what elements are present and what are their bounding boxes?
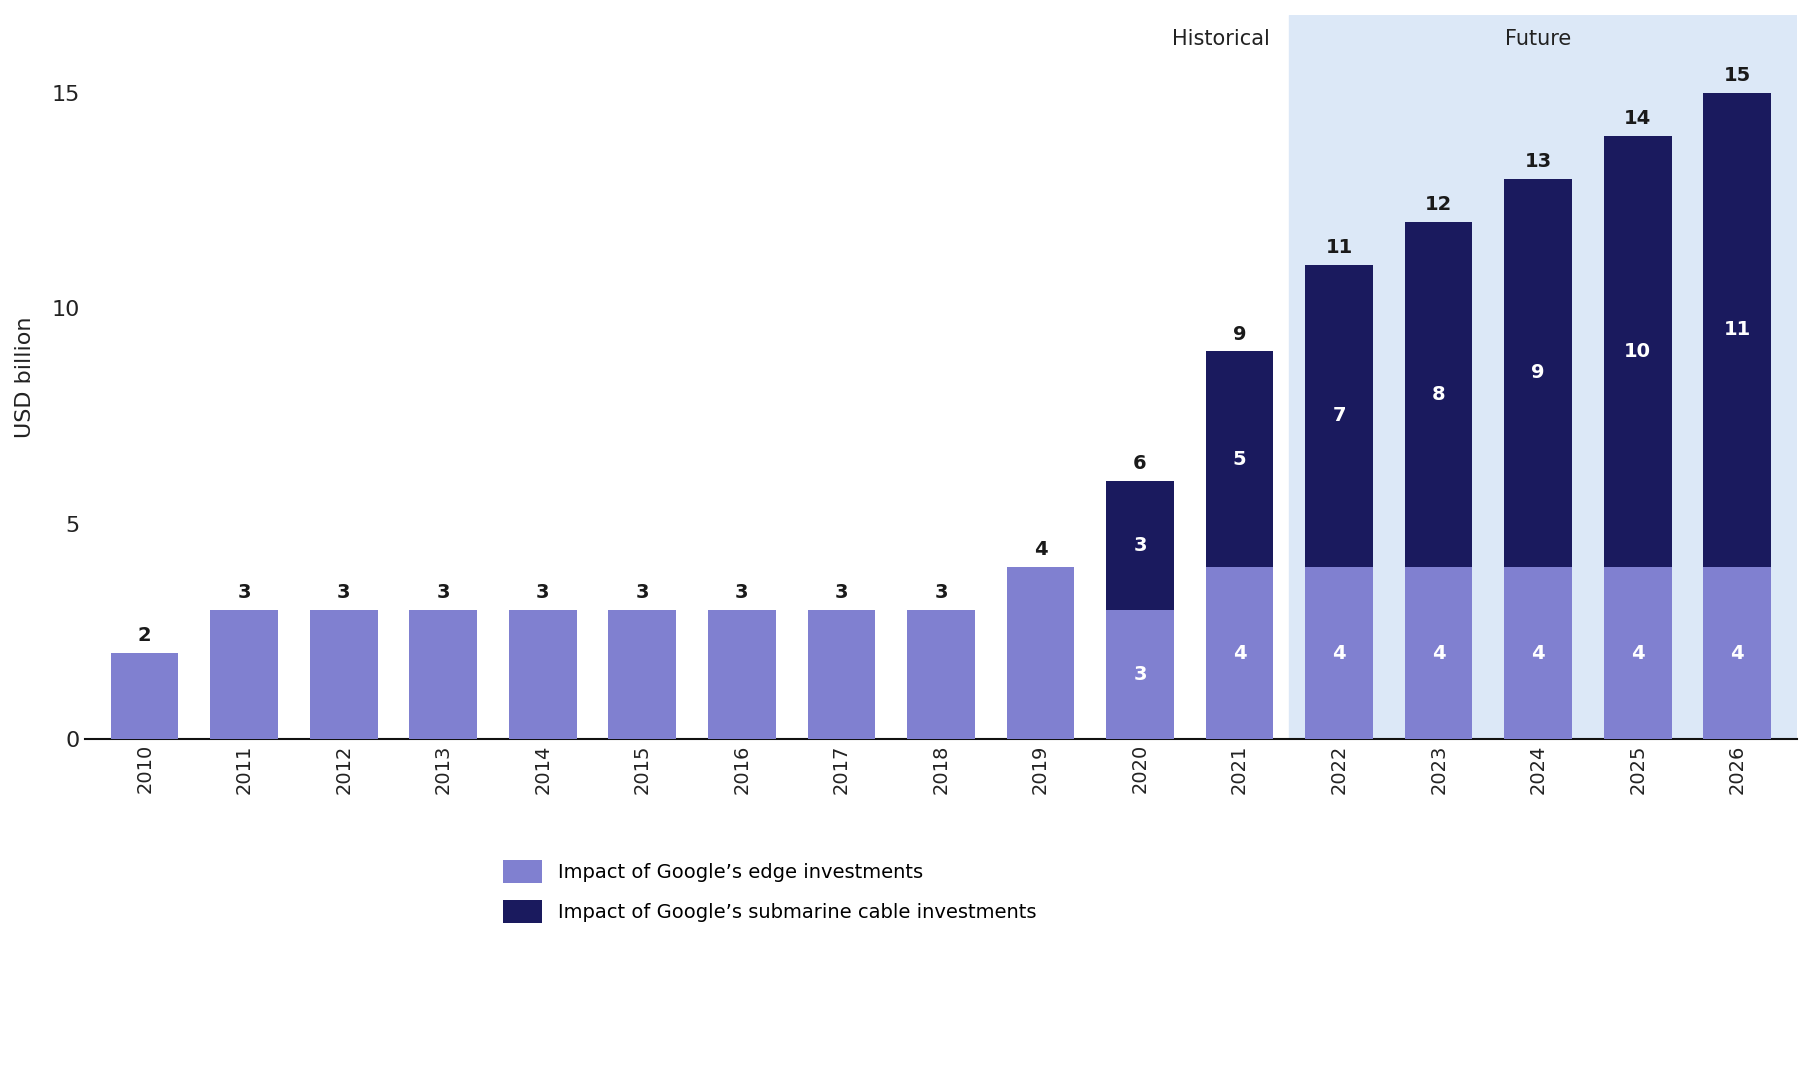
Bar xyxy=(1604,567,1672,740)
Bar xyxy=(1205,567,1274,740)
Text: 9: 9 xyxy=(1232,324,1247,344)
Text: 4: 4 xyxy=(1631,644,1645,663)
Text: 2: 2 xyxy=(138,627,152,645)
Text: 15: 15 xyxy=(1723,66,1750,85)
Y-axis label: USD billion: USD billion xyxy=(14,317,34,438)
Bar xyxy=(1105,481,1174,610)
Text: 4: 4 xyxy=(1332,644,1346,663)
Text: 4: 4 xyxy=(1033,540,1047,559)
Text: 4: 4 xyxy=(1531,644,1546,663)
Text: 4: 4 xyxy=(1431,644,1446,663)
Text: 3: 3 xyxy=(1132,535,1147,555)
Bar xyxy=(1305,567,1373,740)
Text: 3: 3 xyxy=(437,583,449,603)
Bar xyxy=(1404,567,1473,740)
Bar xyxy=(708,610,776,740)
Text: 14: 14 xyxy=(1624,109,1651,128)
Text: 13: 13 xyxy=(1524,152,1551,171)
Text: 3: 3 xyxy=(636,583,649,603)
Bar xyxy=(1205,351,1274,567)
Text: 7: 7 xyxy=(1332,407,1346,425)
Text: 4: 4 xyxy=(1232,644,1247,663)
Bar xyxy=(1007,567,1075,740)
Bar xyxy=(210,610,277,740)
Bar xyxy=(808,610,875,740)
Bar xyxy=(111,653,178,740)
Bar xyxy=(1105,610,1174,740)
Text: 4: 4 xyxy=(1730,644,1745,663)
Text: 3: 3 xyxy=(1132,665,1147,684)
Text: 3: 3 xyxy=(237,583,250,603)
Text: 3: 3 xyxy=(835,583,848,603)
Text: Future: Future xyxy=(1506,29,1571,49)
Text: 3: 3 xyxy=(337,583,350,603)
Text: 3: 3 xyxy=(736,583,748,603)
Bar xyxy=(509,610,576,740)
Bar xyxy=(1604,136,1672,567)
Bar xyxy=(908,610,975,740)
Bar xyxy=(1703,92,1770,567)
Bar xyxy=(410,610,477,740)
Text: 3: 3 xyxy=(536,583,549,603)
Text: 5: 5 xyxy=(1232,449,1247,469)
Legend: Impact of Google’s edge investments, Impact of Google’s submarine cable investme: Impact of Google’s edge investments, Imp… xyxy=(493,851,1046,932)
Text: 12: 12 xyxy=(1424,195,1451,214)
Bar xyxy=(1703,567,1770,740)
Text: 11: 11 xyxy=(1723,320,1750,339)
Text: 6: 6 xyxy=(1132,454,1147,473)
Bar xyxy=(310,610,377,740)
Text: Historical: Historical xyxy=(1172,29,1270,49)
Bar xyxy=(609,610,676,740)
Bar xyxy=(1305,265,1373,567)
Text: 8: 8 xyxy=(1431,385,1446,404)
Text: 10: 10 xyxy=(1624,342,1651,361)
Text: 11: 11 xyxy=(1326,238,1354,258)
Bar xyxy=(1504,567,1573,740)
Text: 3: 3 xyxy=(935,583,948,603)
Bar xyxy=(1404,222,1473,567)
Bar xyxy=(1290,15,1798,740)
Text: 9: 9 xyxy=(1531,363,1546,382)
Bar xyxy=(1504,178,1573,567)
